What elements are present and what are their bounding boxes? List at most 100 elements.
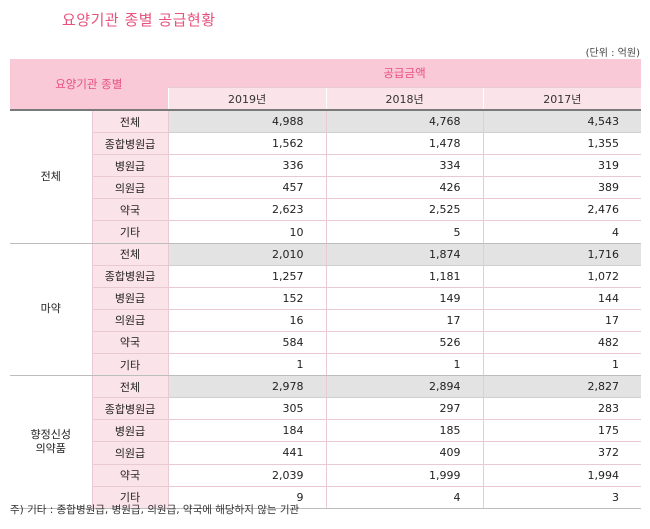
value-cell: 185 [325,419,484,443]
value-cell: 372 [482,441,642,465]
value-cell: 482 [482,331,642,355]
value-cell: 149 [325,287,484,310]
value-cell: 1,999 [325,464,484,487]
category-cell: 전체 [91,110,169,134]
year-header: 2019년 [167,87,327,111]
value-cell: 319 [482,154,642,178]
value-cell: 1,562 [167,132,327,156]
value-cell: 1 [167,353,327,377]
value-cell: 10 [167,220,327,244]
value-cell: 457 [167,176,327,200]
value-cell: 1,874 [325,243,484,266]
value-cell: 526 [325,331,484,355]
value-cell: 297 [325,397,484,421]
table-row: 병원급 336 334 319 [10,154,642,178]
table-row: 약국 584 526 482 [10,331,642,355]
value-cell: 2,476 [482,198,642,222]
value-cell: 17 [482,309,642,332]
table-body: 전체 전체 4,988 4,768 4,543 종합병원급 1,562 1,478 1,355 병… [10,110,642,509]
value-cell: 389 [482,176,642,200]
value-cell: 4,768 [325,110,484,134]
category-cell: 전체 [91,243,169,266]
unit-label: (단위 : 억원) [585,48,640,59]
value-cell: 17 [325,309,484,332]
group-column-header: 요양기관 종별 [10,59,169,111]
value-cell: 1 [325,353,484,377]
group-label-line: 향정신성 [30,427,71,441]
value-cell: 2,978 [167,375,327,399]
category-cell: 기타 [91,353,169,377]
value-cell: 2,525 [325,198,484,222]
table-row: 마약 전체 2,010 1,874 1,716 [10,243,642,377]
group-label: 향정신성 의약품 [10,375,93,509]
value-cell: 1,716 [482,243,642,266]
category-cell: 약국 [91,331,169,355]
category-cell: 약국 [91,464,169,487]
group-label: 마약 [10,243,93,377]
value-cell: 4 [482,220,642,244]
table-row: 약국 2,623 2,525 2,476 [10,198,642,222]
amount-header: 공급금액 [168,59,642,88]
category-cell: 종합병원급 [91,265,169,288]
category-cell: 의원급 [91,441,169,465]
group-label: 전체 [10,110,93,244]
table-row: 의원급 457 426 389 [10,176,642,200]
table-row: 전체 전체 4,988 4,768 4,543 [10,110,642,244]
table-row: 의원급 16 17 17 [10,309,642,332]
category-cell: 종합병원급 [91,132,169,156]
value-cell: 1,181 [325,265,484,288]
value-cell: 1,257 [167,265,327,288]
table-row: 병원급 184 185 175 [10,419,642,443]
group-label-line: 의약품 [35,441,66,455]
table-row: 병원급 152 149 144 [10,287,642,310]
footnote: 주) 기타 : 종합병원급, 병원급, 의원급, 약국에 해당하지 않는 기관 [10,504,300,516]
category-cell: 병원급 [91,154,169,178]
page-title: 요양기관 종별 공급현황 [62,11,216,29]
table-row: 기타 1 1 1 [10,353,642,377]
table-row: 향정신성 의약품 전체 2,978 2,894 2,827 [10,375,642,509]
category-cell: 병원급 [91,419,169,443]
table-row: 종합병원급 1,257 1,181 1,072 [10,265,642,288]
category-cell: 기타 [91,486,169,509]
value-cell: 1 [482,353,642,377]
category-cell: 전체 [91,375,169,399]
value-cell: 2,827 [482,375,642,399]
table-row: 종합병원급 305 297 283 [10,397,642,421]
value-cell: 184 [167,419,327,443]
value-cell: 152 [167,287,327,310]
table-row: 종합병원급 1,562 1,478 1,355 [10,132,642,156]
value-cell: 1,355 [482,132,642,156]
value-cell: 584 [167,331,327,355]
value-cell: 305 [167,397,327,421]
category-cell: 기타 [91,220,169,244]
value-cell: 175 [482,419,642,443]
value-cell: 1,994 [482,464,642,487]
value-cell: 5 [325,220,484,244]
value-cell: 334 [325,154,484,178]
category-cell: 종합병원급 [91,397,169,421]
year-header: 2017년 [482,87,642,111]
value-cell: 16 [167,309,327,332]
category-cell: 의원급 [91,309,169,332]
value-cell: 4,543 [482,110,642,134]
value-cell: 9 [167,486,327,509]
table-row: 약국 2,039 1,999 1,994 [10,464,642,487]
supply-table: 요양기관 종별 공급금액 2019년 2018년 2017년 전체 전체 4,988… [10,59,642,509]
category-cell: 병원급 [91,287,169,310]
value-cell: 2,010 [167,243,327,266]
table-row: 기타 10 5 4 [10,220,642,244]
value-cell: 336 [167,154,327,178]
category-cell: 약국 [91,198,169,222]
value-cell: 409 [325,441,484,465]
value-cell: 1,072 [482,265,642,288]
value-cell: 4,988 [167,110,327,134]
value-cell: 2,039 [167,464,327,487]
value-cell: 426 [325,176,484,200]
value-cell: 1,478 [325,132,484,156]
value-cell: 283 [482,397,642,421]
year-header: 2018년 [325,87,484,111]
value-cell: 144 [482,287,642,310]
value-cell: 2,894 [325,375,484,399]
value-cell: 441 [167,441,327,465]
value-cell: 3 [482,486,642,509]
